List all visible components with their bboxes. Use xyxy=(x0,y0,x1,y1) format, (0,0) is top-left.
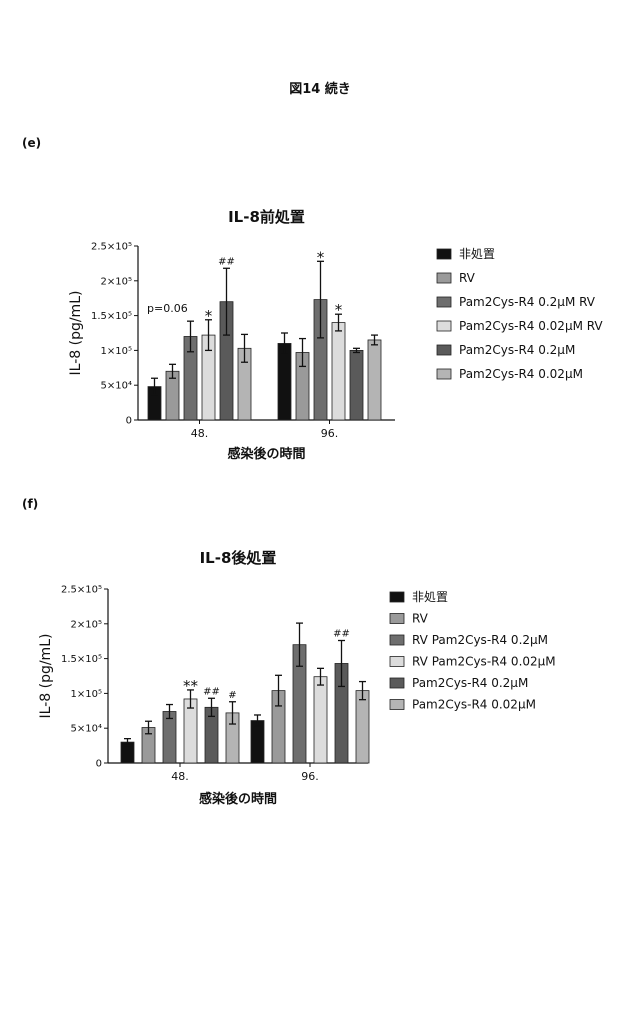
x-tick-label: 48. xyxy=(171,770,189,783)
y-tick-label: 0 xyxy=(96,759,102,770)
legend-label: 非処置 xyxy=(412,590,448,604)
legend-label: Pam2Cys-R4 0.2μM xyxy=(412,676,528,690)
legend-label: RV Pam2Cys-R4 0.02μM xyxy=(412,655,556,669)
legend-swatch xyxy=(390,657,404,667)
y-tick-label: 1×10⁵ xyxy=(71,689,102,700)
y-tick-label: 1.5×10⁵ xyxy=(61,654,102,665)
x-tick-label: 96. xyxy=(301,770,319,783)
significance-mark: ## xyxy=(333,629,350,640)
significance-mark: ** xyxy=(183,677,199,695)
legend-label: RV Pam2Cys-R4 0.2μM xyxy=(412,633,548,647)
legend-swatch xyxy=(390,700,404,710)
legend-label: Pam2Cys-R4 0.02μM xyxy=(412,698,536,712)
bar xyxy=(251,721,264,763)
x-axis-label: 感染後の時間 xyxy=(199,791,277,807)
bar xyxy=(163,711,176,763)
chart-title: IL-8後処置 xyxy=(200,549,277,567)
y-axis-label: IL-8 (pg/mL) xyxy=(38,634,54,719)
bar xyxy=(356,691,369,763)
y-tick-label: 2×10⁵ xyxy=(71,619,102,630)
y-tick-label: 5×10⁴ xyxy=(71,724,102,735)
y-tick-label: 2.5×10⁵ xyxy=(61,585,102,596)
legend-swatch xyxy=(390,592,404,602)
significance-mark: ## xyxy=(203,686,220,697)
legend-swatch xyxy=(390,678,404,688)
legend-label: RV xyxy=(412,612,429,626)
legend-swatch xyxy=(390,635,404,645)
bar xyxy=(314,677,327,763)
significance-mark: # xyxy=(228,690,236,701)
legend-swatch xyxy=(390,614,404,624)
